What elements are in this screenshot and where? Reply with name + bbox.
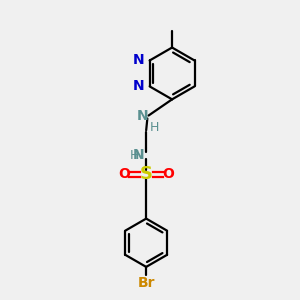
Text: H: H bbox=[150, 121, 159, 134]
Text: N: N bbox=[133, 80, 144, 93]
Text: O: O bbox=[162, 167, 174, 182]
Text: N: N bbox=[133, 53, 144, 68]
Text: N: N bbox=[137, 109, 148, 122]
Text: S: S bbox=[140, 165, 153, 183]
Text: Br: Br bbox=[137, 276, 155, 290]
Text: H: H bbox=[129, 149, 139, 162]
Text: O: O bbox=[118, 167, 130, 182]
Text: N: N bbox=[133, 148, 145, 162]
